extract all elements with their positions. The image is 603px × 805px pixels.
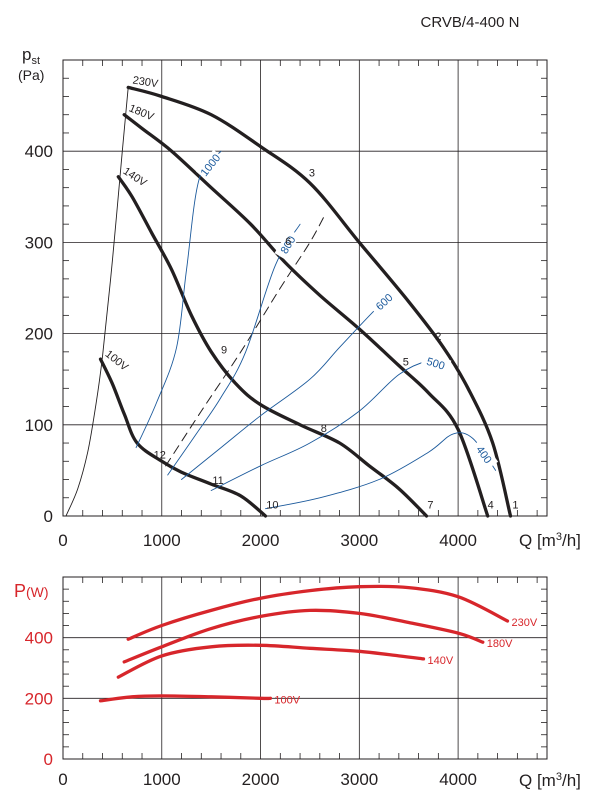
- point-label-11: 11: [212, 475, 223, 487]
- point-label-4: 4: [488, 500, 494, 512]
- y-tick-label: 300: [25, 233, 53, 252]
- power-curve-labels: 230V 180V 140V 100V: [274, 617, 537, 706]
- curve-label-230V: 230V: [511, 617, 537, 629]
- y-tick-label: 400: [25, 142, 53, 161]
- pressure-x-axis-label: Q [m3/h]: [519, 531, 581, 550]
- series-100V: [98, 694, 273, 703]
- x-tick-label: 2000: [242, 531, 280, 550]
- series-system-dashed: [165, 214, 326, 467]
- series-230V: [126, 85, 513, 518]
- point-label-10: 10: [266, 500, 278, 512]
- series-system-thin: [65, 86, 129, 517]
- pressure-y-ticks: 0 100 200 300 400: [25, 142, 53, 526]
- pressure-axis-label: pst: [22, 45, 40, 67]
- x-tick-label: 3000: [340, 531, 378, 550]
- power-x-axis-label: Q [m3/h]: [519, 771, 581, 790]
- point-label-12: 12: [154, 450, 166, 462]
- x-tick-label: 1000: [143, 770, 181, 789]
- x-tick-label: 3000: [340, 770, 378, 789]
- iso-label-bg: [471, 438, 499, 470]
- power-series: [98, 584, 510, 703]
- pressure-series: [65, 85, 513, 518]
- curve-label-180V: 180V: [487, 638, 513, 650]
- pressure-grid: [63, 60, 547, 516]
- pressure-x-ticks: 0 1000 2000 3000 4000: [58, 531, 477, 550]
- iso-label-bg: [420, 352, 452, 374]
- x-tick-label: 0: [58, 770, 67, 789]
- iso-label-bg: [368, 287, 399, 316]
- power-plot-area: [62, 576, 548, 760]
- series-iso-400: [265, 432, 497, 510]
- series-140V: [116, 175, 429, 518]
- point-label-7: 7: [427, 500, 433, 512]
- x-tick-label: 0: [58, 531, 67, 550]
- x-tick-label: 1000: [143, 531, 181, 550]
- x-tick-label: 4000: [439, 531, 477, 550]
- series-iso-1000: [135, 150, 222, 449]
- point-label-5: 5: [403, 357, 409, 369]
- series-180V: [122, 113, 490, 518]
- point-label-3: 3: [309, 168, 315, 180]
- power-x-ticks: 0 1000 2000 3000 4000: [58, 770, 477, 789]
- iso-label-bg: [195, 149, 224, 180]
- chart-title: CRVB/4-400 N: [421, 14, 520, 31]
- pressure-plot-area: [62, 59, 548, 517]
- series-100V: [98, 357, 268, 518]
- point-label-2: 2: [435, 331, 441, 343]
- point-label-8: 8: [321, 423, 327, 435]
- y-tick-label: 100: [25, 416, 53, 435]
- y-tick-label: 0: [44, 507, 53, 526]
- y-tick-label: 400: [25, 629, 53, 648]
- series-230V: [126, 584, 510, 641]
- point-label-6: 6: [285, 236, 291, 248]
- x-tick-label: 4000: [439, 770, 477, 789]
- series-140V: [116, 643, 426, 679]
- power-grid: [63, 577, 547, 759]
- curve-label-100V: 100V: [274, 694, 300, 706]
- curve-label-140V: 140V: [428, 655, 454, 667]
- point-label-1: 1: [512, 500, 518, 512]
- power-y-ticks: 0 200 400: [25, 629, 53, 769]
- power-axis-label: P(W): [14, 581, 49, 601]
- y-tick-label: 200: [25, 325, 53, 344]
- y-tick-label: 0: [44, 750, 53, 769]
- iso-label-bg: [274, 229, 301, 260]
- pressure-axis-unit: (Pa): [18, 67, 44, 83]
- series-180V: [122, 608, 485, 664]
- x-tick-label: 2000: [242, 770, 280, 789]
- curve-label-230V: 230V: [132, 74, 160, 90]
- y-tick-label: 200: [25, 689, 53, 708]
- point-label-9: 9: [221, 345, 227, 357]
- pressure-minor-ticks: [63, 60, 547, 516]
- series-iso-800: [167, 223, 301, 476]
- power-chart: 0 200 400 0 1000 2000 3000 4000 230V 180V 140V 10…: [14, 576, 581, 790]
- power-minor-ticks: [63, 577, 547, 759]
- iso-label-iso-500: 500: [425, 356, 446, 373]
